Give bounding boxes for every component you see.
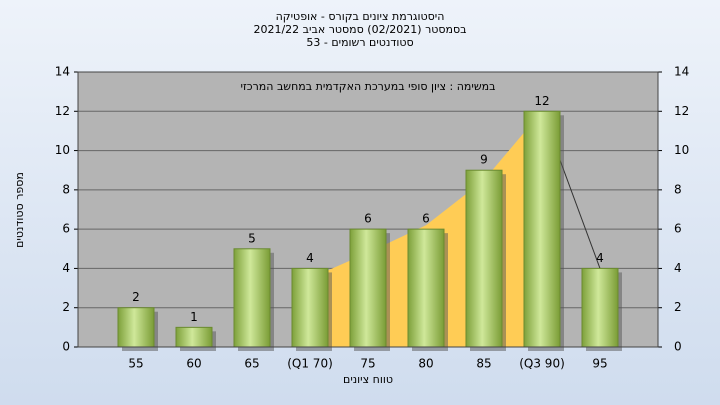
y2-tick-label: 2 xyxy=(674,300,682,314)
x-tick-label: 85 xyxy=(476,357,491,371)
bar xyxy=(291,267,329,348)
plot-border xyxy=(77,71,659,348)
y-tick-label: 8 xyxy=(62,182,70,196)
x-tick-label: (Q1 70) xyxy=(287,357,333,371)
value-label: 6 xyxy=(364,212,372,226)
x-tick-label: 80 xyxy=(418,357,433,371)
title-line: סטודנטים רשומים - 53 xyxy=(306,36,413,49)
y2-tick-label: 6 xyxy=(674,222,682,236)
y-tick-label: 4 xyxy=(62,261,70,275)
y2-tick-label: 10 xyxy=(674,143,689,157)
value-label: 6 xyxy=(422,212,430,226)
bar xyxy=(523,110,561,348)
y-tick-label: 10 xyxy=(55,143,70,157)
y-tick-label: 14 xyxy=(55,65,70,79)
x-tick-label: 65 xyxy=(244,357,259,371)
x-tick-label: 95 xyxy=(592,357,607,371)
value-label: 4 xyxy=(596,251,604,265)
bar xyxy=(581,267,619,348)
x-tick-label: 60 xyxy=(186,357,201,371)
bar xyxy=(407,228,445,348)
y2-tick-label: 14 xyxy=(674,65,689,79)
y2-tick-label: 12 xyxy=(674,104,689,118)
value-label: 12 xyxy=(534,94,549,108)
x-axis-label: טווח ציונים xyxy=(343,373,393,386)
y-axis-label: מספר סטודנטים xyxy=(13,172,26,248)
y-tick-label: 2 xyxy=(62,300,70,314)
bar xyxy=(117,307,155,348)
bar xyxy=(175,326,213,348)
bar xyxy=(465,169,503,348)
title-line: היסטוגרמת ציונים בקורס - אופטיקה xyxy=(276,10,445,23)
x-tick-label: 55 xyxy=(128,357,143,371)
x-tick-label: (Q3 90) xyxy=(519,357,565,371)
y-tick-label: 6 xyxy=(62,222,70,236)
value-label: 2 xyxy=(132,290,140,304)
y2-tick-label: 0 xyxy=(674,340,682,354)
value-label: 9 xyxy=(480,153,488,167)
value-label: 5 xyxy=(248,231,256,245)
bar xyxy=(349,228,387,348)
title-line: בסמסטר (02/2021) סמסטר אביב 2021/22 xyxy=(253,23,466,36)
value-label: 1 xyxy=(190,310,198,324)
y-tick-label: 0 xyxy=(62,340,70,354)
value-label: 4 xyxy=(306,251,314,265)
y2-tick-label: 4 xyxy=(674,261,682,275)
x-tick-label: 75 xyxy=(360,357,375,371)
bar xyxy=(233,248,271,348)
note: במשימה : ציון סופי במערכת האקדמית במחשב … xyxy=(241,80,496,93)
y2-tick-label: 8 xyxy=(674,182,682,196)
y-tick-label: 12 xyxy=(55,104,70,118)
